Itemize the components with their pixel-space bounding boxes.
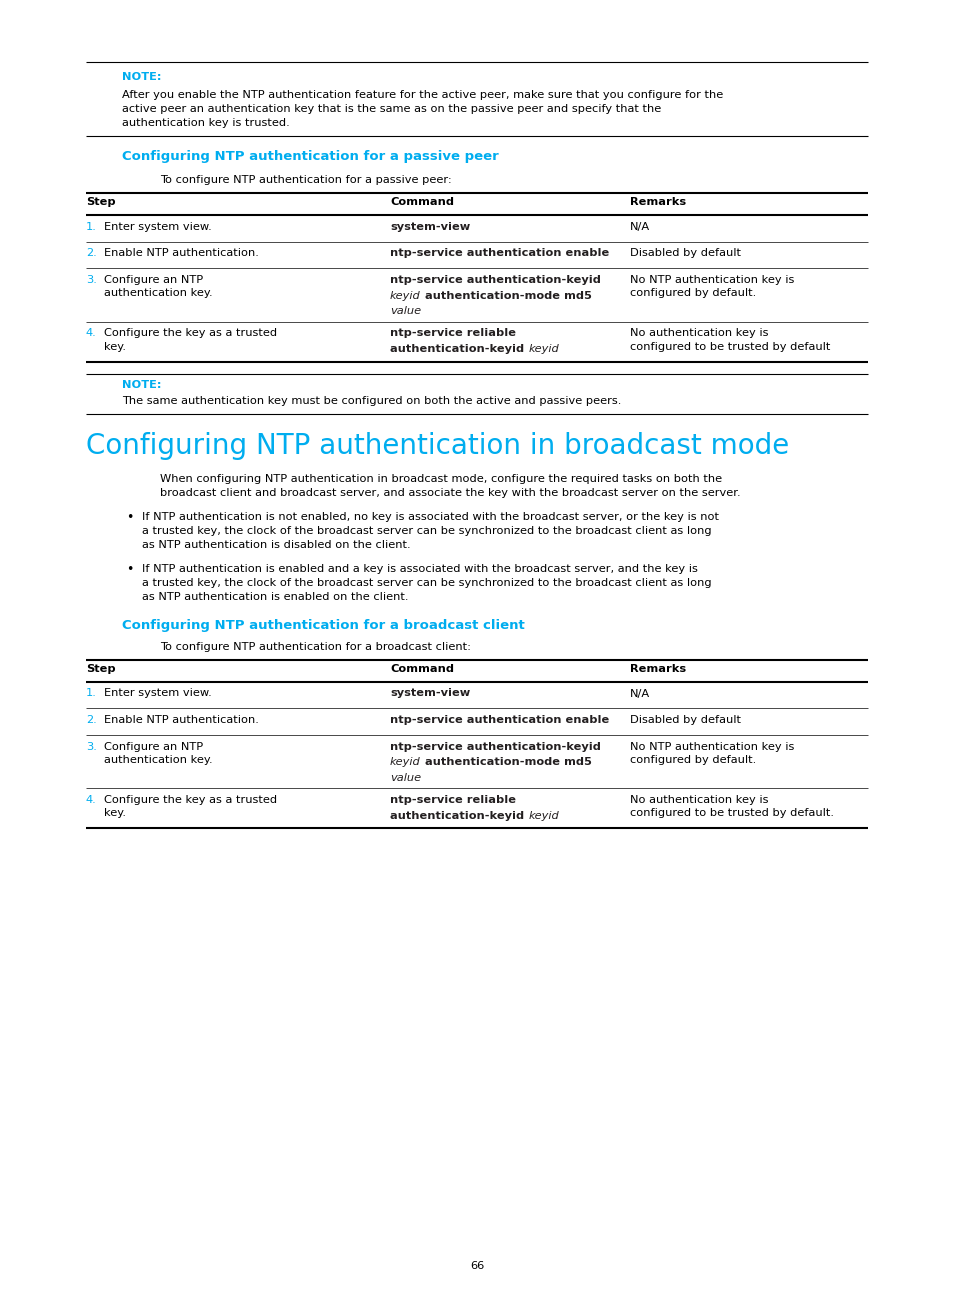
Text: ntp-service authentication-keyid: ntp-service authentication-keyid xyxy=(390,741,600,752)
Text: To configure NTP authentication for a broadcast client:: To configure NTP authentication for a br… xyxy=(160,642,471,652)
Text: value: value xyxy=(390,306,420,316)
Text: authentication-mode md5: authentication-mode md5 xyxy=(420,757,591,767)
Text: 1.: 1. xyxy=(86,688,97,699)
Text: 2.: 2. xyxy=(86,249,96,258)
Text: Step: Step xyxy=(86,197,115,207)
Text: 66: 66 xyxy=(470,1261,483,1271)
Text: Enable NTP authentication.: Enable NTP authentication. xyxy=(104,715,258,724)
Text: ntp-service reliable: ntp-service reliable xyxy=(390,794,516,805)
Text: authentication key is trusted.: authentication key is trusted. xyxy=(122,118,290,128)
Text: No authentication key is
configured to be trusted by default: No authentication key is configured to b… xyxy=(629,328,829,351)
Text: Remarks: Remarks xyxy=(629,664,685,674)
Text: •: • xyxy=(126,564,133,577)
Text: Command: Command xyxy=(390,664,454,674)
Text: No NTP authentication key is
configured by default.: No NTP authentication key is configured … xyxy=(629,741,794,765)
Text: Configure an NTP
authentication key.: Configure an NTP authentication key. xyxy=(104,741,213,765)
Text: Disabled by default: Disabled by default xyxy=(629,249,740,258)
Text: No NTP authentication key is
configured by default.: No NTP authentication key is configured … xyxy=(629,275,794,298)
Text: After you enable the NTP authentication feature for the active peer, make sure t: After you enable the NTP authentication … xyxy=(122,89,722,100)
Text: No authentication key is
configured to be trusted by default.: No authentication key is configured to b… xyxy=(629,794,833,818)
Text: 4.: 4. xyxy=(86,794,96,805)
Text: keyid: keyid xyxy=(528,811,558,820)
Text: system-view: system-view xyxy=(390,688,470,699)
Text: The same authentication key must be configured on both the active and passive pe: The same authentication key must be conf… xyxy=(122,395,620,406)
Text: ntp-service reliable: ntp-service reliable xyxy=(390,328,516,338)
Text: 2.: 2. xyxy=(86,715,96,724)
Text: Configure the key as a trusted
key.: Configure the key as a trusted key. xyxy=(104,328,276,351)
Text: as NTP authentication is disabled on the client.: as NTP authentication is disabled on the… xyxy=(142,539,410,550)
Text: Step: Step xyxy=(86,664,115,674)
Text: NOTE:: NOTE: xyxy=(122,380,161,390)
Text: keyid: keyid xyxy=(390,290,420,301)
Text: When configuring NTP authentication in broadcast mode, configure the required ta: When configuring NTP authentication in b… xyxy=(160,473,721,483)
Text: keyid: keyid xyxy=(528,345,558,354)
Text: ntp-service authentication-keyid: ntp-service authentication-keyid xyxy=(390,275,600,285)
Text: broadcast client and broadcast server, and associate the key with the broadcast : broadcast client and broadcast server, a… xyxy=(160,487,740,498)
Text: Configure an NTP
authentication key.: Configure an NTP authentication key. xyxy=(104,275,213,298)
Text: a trusted key, the clock of the broadcast server can be synchronized to the broa: a trusted key, the clock of the broadcas… xyxy=(142,578,711,587)
Text: Remarks: Remarks xyxy=(629,197,685,207)
Text: •: • xyxy=(126,512,133,525)
Text: Enable NTP authentication.: Enable NTP authentication. xyxy=(104,249,258,258)
Text: Configuring NTP authentication for a passive peer: Configuring NTP authentication for a pas… xyxy=(122,150,498,163)
Text: To configure NTP authentication for a passive peer:: To configure NTP authentication for a pa… xyxy=(160,175,452,185)
Text: Enter system view.: Enter system view. xyxy=(104,688,212,699)
Text: authentication-mode md5: authentication-mode md5 xyxy=(420,290,591,301)
Text: ntp-service authentication enable: ntp-service authentication enable xyxy=(390,715,609,724)
Text: Enter system view.: Enter system view. xyxy=(104,222,212,232)
Text: Configuring NTP authentication for a broadcast client: Configuring NTP authentication for a bro… xyxy=(122,619,524,632)
Text: NOTE:: NOTE: xyxy=(122,73,161,82)
Text: ntp-service authentication enable: ntp-service authentication enable xyxy=(390,249,609,258)
Text: N/A: N/A xyxy=(629,222,649,232)
Text: 3.: 3. xyxy=(86,275,97,285)
Text: Disabled by default: Disabled by default xyxy=(629,715,740,724)
Text: active peer an authentication key that is the same as on the passive peer and sp: active peer an authentication key that i… xyxy=(122,104,660,114)
Text: 4.: 4. xyxy=(86,328,96,338)
Text: If NTP authentication is not enabled, no key is associated with the broadcast se: If NTP authentication is not enabled, no… xyxy=(142,512,719,521)
Text: value: value xyxy=(390,772,420,783)
Text: a trusted key, the clock of the broadcast server can be synchronized to the broa: a trusted key, the clock of the broadcas… xyxy=(142,525,711,535)
Text: keyid: keyid xyxy=(390,757,420,767)
Text: 1.: 1. xyxy=(86,222,97,232)
Text: system-view: system-view xyxy=(390,222,470,232)
Text: authentication-keyid: authentication-keyid xyxy=(390,345,528,354)
Text: authentication-keyid: authentication-keyid xyxy=(390,811,528,820)
Text: 3.: 3. xyxy=(86,741,97,752)
Text: as NTP authentication is enabled on the client.: as NTP authentication is enabled on the … xyxy=(142,591,408,601)
Text: N/A: N/A xyxy=(629,688,649,699)
Text: Configuring NTP authentication in broadcast mode: Configuring NTP authentication in broadc… xyxy=(86,432,788,460)
Text: Command: Command xyxy=(390,197,454,207)
Text: Configure the key as a trusted
key.: Configure the key as a trusted key. xyxy=(104,794,276,818)
Text: If NTP authentication is enabled and a key is associated with the broadcast serv: If NTP authentication is enabled and a k… xyxy=(142,564,698,574)
